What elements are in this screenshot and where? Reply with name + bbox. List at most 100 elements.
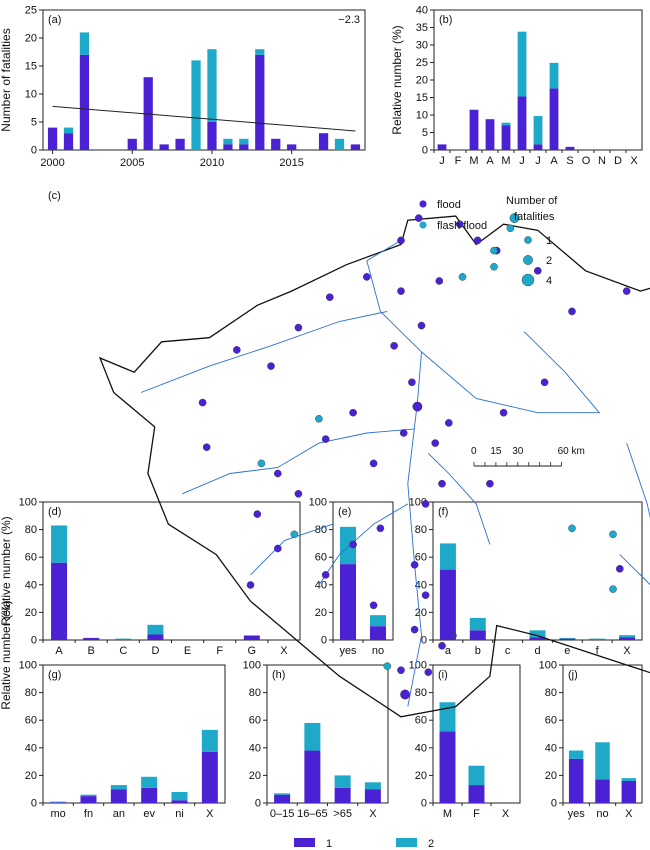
legend-size-label: 4 xyxy=(546,275,552,287)
x-tick-label: A xyxy=(486,155,494,167)
panel-label: (c) xyxy=(48,190,61,202)
y-tick-label: 60 xyxy=(545,715,557,727)
x-tick-label: yes xyxy=(339,645,357,657)
x-tick-label: b xyxy=(475,645,481,657)
y-tick-label: 100 xyxy=(243,660,261,672)
x-tick-label: X xyxy=(369,808,377,820)
y-tick-label: 40 xyxy=(416,5,428,17)
flood-point xyxy=(540,378,549,387)
y-tick-label: 0 xyxy=(421,798,427,810)
x-tick-label: no xyxy=(372,645,384,657)
bar-g-series2 xyxy=(50,801,67,803)
bar-e-series1 xyxy=(370,626,386,640)
y-tick-label: 40 xyxy=(25,742,37,754)
legend-series1-label: 1 xyxy=(326,838,332,850)
y-tick-label: 100 xyxy=(19,497,37,509)
bar-g-series1 xyxy=(171,800,188,803)
bar-g-series2 xyxy=(141,776,158,788)
bar-b-series2 xyxy=(533,116,543,145)
river xyxy=(181,428,415,495)
bar-f-series1 xyxy=(619,637,636,640)
bar-j-series1 xyxy=(621,780,637,803)
bar-a-series1 xyxy=(63,133,74,150)
x-tick-label: 0–15 xyxy=(270,808,294,820)
panel-label: (i) xyxy=(438,669,448,681)
bar-a-series1 xyxy=(255,54,265,150)
flood-point xyxy=(412,401,423,412)
flash-flood-point xyxy=(568,524,576,533)
bar-a-series2 xyxy=(207,49,217,123)
y-tick-label: 60 xyxy=(25,715,37,727)
flash-flood-point xyxy=(490,246,498,255)
x-tick-label: F xyxy=(455,155,462,167)
y-tick-label: 20 xyxy=(415,770,427,782)
legend-flood-label: flood xyxy=(437,199,461,211)
panel-label: (e) xyxy=(338,506,351,518)
bar-g-series1 xyxy=(141,787,158,803)
y-tick-label: 80 xyxy=(25,524,37,536)
bar-d-series1 xyxy=(115,639,132,640)
bar-h-series2 xyxy=(274,793,291,795)
flash-flood-point xyxy=(509,213,520,224)
x-tick-label: F xyxy=(216,645,223,657)
bar-b-series1 xyxy=(549,88,559,150)
trend-line xyxy=(52,105,356,132)
y-tick-label: 10 xyxy=(25,89,37,101)
y-tick-label: 10 xyxy=(416,110,428,122)
bar-a-series2 xyxy=(239,138,249,145)
bar-h-series2 xyxy=(334,775,351,788)
x-tick-label: X xyxy=(630,155,638,167)
bar-d-series2 xyxy=(115,638,132,640)
bar-a-series1 xyxy=(207,122,217,150)
x-tick-label: an xyxy=(113,808,125,820)
x-tick-label: N xyxy=(598,155,606,167)
y-tick-label: 20 xyxy=(25,770,37,782)
x-tick-label: B xyxy=(88,645,95,657)
flood-point xyxy=(369,459,378,468)
bar-a-series1 xyxy=(159,144,169,150)
y-axis-label: Relative number (%) xyxy=(390,25,404,134)
y-axis-label-lower: Relative number (%) xyxy=(0,600,13,709)
x-tick-label: S xyxy=(566,155,573,167)
flood-point xyxy=(438,479,446,488)
panel-label: (j) xyxy=(568,669,578,681)
legend-flash-marker xyxy=(419,221,427,229)
river xyxy=(366,240,422,353)
legend-size-title: fatalities xyxy=(514,211,555,223)
bar-a-series2 xyxy=(255,49,265,55)
flash-flood-point xyxy=(290,530,299,539)
plot-frame xyxy=(42,9,366,151)
flood-point xyxy=(390,341,398,350)
y-tick-label: 15 xyxy=(416,92,428,104)
bar-j-series2 xyxy=(621,778,637,781)
flood-point xyxy=(622,287,631,295)
panel-label: (g) xyxy=(48,669,61,681)
y-tick-label: 100 xyxy=(409,660,427,672)
y-tick-label: 5 xyxy=(422,127,428,139)
bar-e-series1 xyxy=(340,564,356,640)
flood-point xyxy=(424,668,433,677)
flood-point xyxy=(362,273,371,281)
panel-i: 0 20 40 60 80 100 (i) M F X xyxy=(409,660,521,820)
x-tick-label: no xyxy=(596,808,608,820)
flood-point xyxy=(397,666,405,675)
river xyxy=(407,351,422,707)
scalebar-label: 15 xyxy=(490,446,502,457)
bar-a-series2 xyxy=(191,60,201,150)
flood-point xyxy=(421,500,430,508)
flood-point xyxy=(369,601,378,610)
legend-series1-swatch xyxy=(294,838,315,847)
bar-d-series2 xyxy=(147,624,164,635)
flood-point xyxy=(273,544,282,553)
x-tick-label: c xyxy=(505,645,511,657)
legend-size-marker xyxy=(524,236,532,244)
x-tick-label: C xyxy=(119,645,127,657)
x-tick-label: a xyxy=(445,645,452,657)
bar-d-series1 xyxy=(243,635,260,640)
y-tick-label: 60 xyxy=(315,552,327,564)
x-tick-label: D xyxy=(151,645,159,657)
bar-a-series2 xyxy=(63,127,74,134)
bar-b-series2 xyxy=(501,122,511,126)
x-tick-label: 2015 xyxy=(279,157,303,169)
panel-e: 0 20 40 60 80 100 (e) yes no xyxy=(309,497,394,657)
